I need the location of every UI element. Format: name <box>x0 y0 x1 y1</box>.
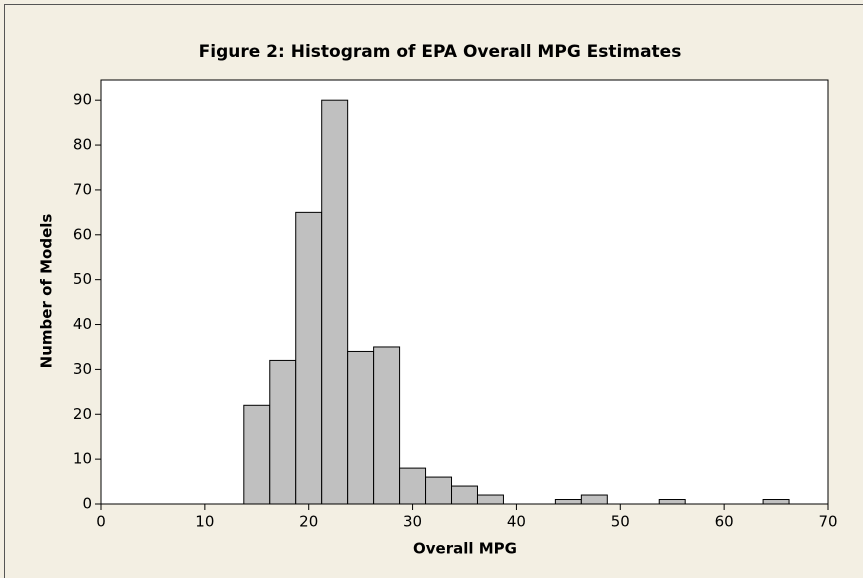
bar <box>762 499 790 505</box>
y-tick-label: 0 <box>82 495 92 513</box>
y-tick-label: 10 <box>73 450 92 468</box>
x-tick-label: 20 <box>299 513 318 531</box>
x-tick-label: 60 <box>715 513 734 531</box>
y-tick-label: 90 <box>73 91 92 109</box>
bar <box>373 346 401 505</box>
bar <box>243 404 271 505</box>
y-tick-label: 40 <box>73 315 92 333</box>
x-tick-label: 70 <box>818 513 837 531</box>
y-tick-label: 70 <box>73 180 92 198</box>
frame <box>4 4 863 578</box>
bar <box>399 467 427 505</box>
bar <box>658 499 686 505</box>
y-tick-label: 80 <box>73 136 92 154</box>
x-tick-label: 10 <box>195 513 214 531</box>
y-tick-label: 60 <box>73 225 92 243</box>
bar <box>476 494 504 505</box>
y-axis-label: Number of Models <box>38 214 56 369</box>
y-tick-label: 20 <box>73 405 92 423</box>
bar <box>269 359 297 505</box>
y-tick-label: 30 <box>73 360 92 378</box>
bar <box>580 494 608 505</box>
x-tick-label: 30 <box>403 513 422 531</box>
x-axis-label: Overall MPG <box>413 540 517 558</box>
bar <box>425 476 453 505</box>
bar <box>295 211 323 505</box>
bar <box>347 350 375 505</box>
chart-title: Figure 2: Histogram of EPA Overall MPG E… <box>199 42 682 62</box>
x-tick-label: 40 <box>507 513 526 531</box>
y-tick-label: 50 <box>73 270 92 288</box>
bar <box>321 99 349 505</box>
x-tick-label: 50 <box>611 513 630 531</box>
bar <box>554 499 582 505</box>
bar <box>451 485 478 505</box>
plot-area <box>100 79 829 505</box>
x-tick-label: 0 <box>96 513 106 531</box>
